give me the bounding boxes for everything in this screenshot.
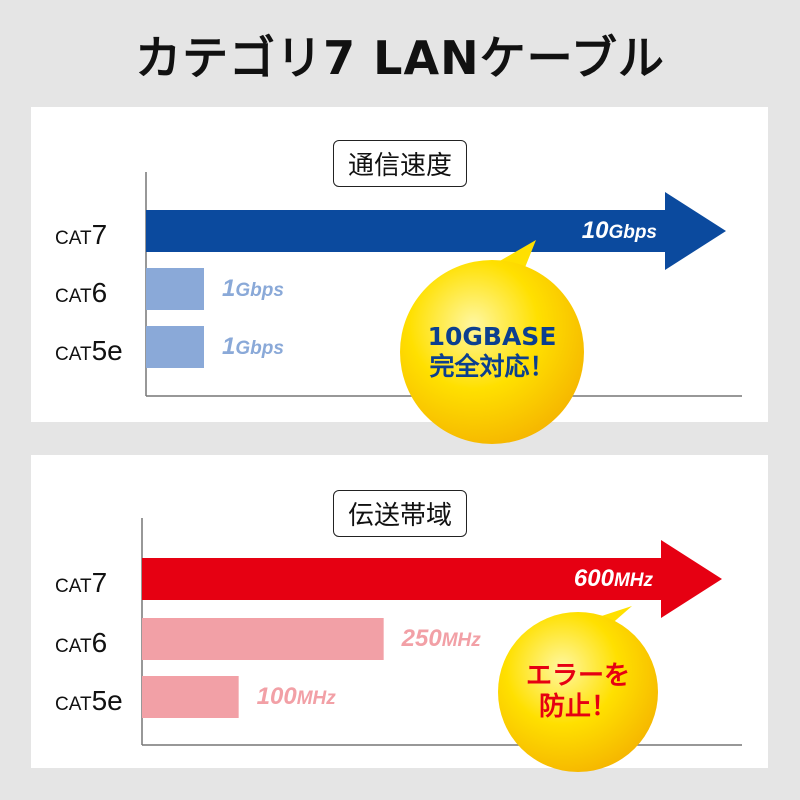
cat-number: 5e bbox=[91, 335, 123, 366]
cat-number: 6 bbox=[91, 627, 108, 658]
value-label: 10Gbps bbox=[582, 217, 657, 245]
callout-text: エラーを 防止！ bbox=[498, 612, 658, 772]
value-num: 250 bbox=[401, 625, 442, 652]
cat-number: 7 bbox=[91, 567, 108, 598]
category-label: CAT5e bbox=[55, 335, 123, 367]
cat-prefix: CAT bbox=[55, 228, 92, 249]
cat-prefix: CAT bbox=[55, 694, 92, 715]
value-unit: MHz bbox=[296, 688, 336, 709]
value-unit: MHz bbox=[613, 570, 653, 591]
cat-number: 5e bbox=[91, 685, 123, 716]
cat-prefix: CAT bbox=[55, 286, 92, 307]
callout-text: 10GBASE 完全対応！ bbox=[400, 260, 584, 444]
bar-cat5e bbox=[142, 676, 239, 718]
value-label: 1Gbps bbox=[222, 333, 284, 361]
callout-bubble bbox=[498, 612, 658, 772]
value-label: 100MHz bbox=[257, 683, 336, 711]
callout-line1: エラーを bbox=[525, 660, 630, 691]
chart-title-text: 伝送帯域 bbox=[347, 501, 453, 531]
category-label: CAT6 bbox=[55, 627, 107, 659]
bar-arrow-cat7 bbox=[146, 192, 726, 270]
chart-title-text: 通信速度 bbox=[347, 151, 453, 181]
value-label: 1Gbps bbox=[222, 275, 284, 303]
category-label: CAT5e bbox=[55, 685, 123, 717]
cat-prefix: CAT bbox=[55, 344, 92, 365]
bar-cat6 bbox=[146, 268, 204, 310]
value-label: 600MHz bbox=[574, 565, 653, 593]
callout-bubble bbox=[400, 260, 584, 444]
value-num: 600 bbox=[573, 565, 614, 592]
bar-cat6 bbox=[142, 618, 384, 660]
callout-line2: 完全対応！ bbox=[429, 352, 555, 381]
callout-line1: 10GBASE bbox=[427, 322, 557, 351]
bar-cat5e bbox=[146, 326, 204, 368]
category-label: CAT6 bbox=[55, 277, 107, 309]
category-label: CAT7 bbox=[55, 567, 107, 599]
value-label: 250MHz bbox=[402, 625, 481, 653]
category-label: CAT7 bbox=[55, 219, 107, 251]
value-unit: MHz bbox=[441, 630, 481, 651]
value-num: 100 bbox=[256, 683, 297, 710]
chart-title: 伝送帯域 bbox=[332, 490, 468, 537]
value-unit: Gbps bbox=[608, 222, 657, 243]
bar-arrow-cat7 bbox=[142, 540, 722, 618]
page-title: カテゴリ7 LANケーブル bbox=[135, 31, 665, 85]
cat-number: 6 bbox=[91, 277, 108, 308]
value-num: 1 bbox=[222, 275, 236, 302]
cat-prefix: CAT bbox=[55, 636, 92, 657]
value-num: 10 bbox=[581, 217, 609, 244]
cat-prefix: CAT bbox=[55, 576, 92, 597]
value-unit: Gbps bbox=[235, 338, 284, 359]
value-unit: Gbps bbox=[235, 280, 284, 301]
cat-number: 7 bbox=[91, 219, 108, 250]
value-num: 1 bbox=[222, 333, 236, 360]
chart-title: 通信速度 bbox=[332, 140, 468, 187]
callout-line2: 防止！ bbox=[538, 692, 617, 722]
